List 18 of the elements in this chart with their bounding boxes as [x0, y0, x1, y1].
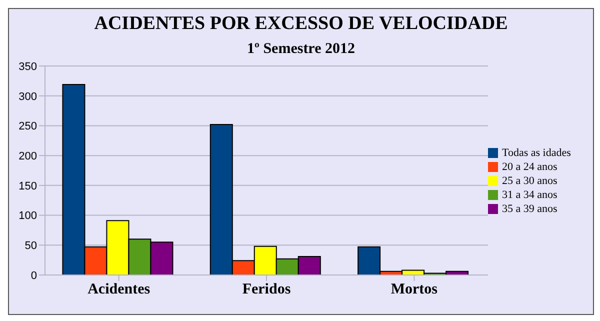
- legend-label: 20 a 24 anos: [502, 160, 558, 172]
- x-tick-label: Acidentes: [88, 282, 150, 298]
- y-tick-label: 200: [18, 150, 37, 162]
- y-tick-label: 0: [30, 270, 37, 282]
- y-tick-label: 300: [18, 90, 37, 103]
- y-tick-label: 250: [18, 120, 37, 133]
- legend-label: Todas as idades: [502, 146, 571, 158]
- y-tick-label: 150: [18, 180, 37, 192]
- chart-title: ACIDENTES POR EXCESSO DE VELOCIDADE: [93, 12, 509, 35]
- y-tick-label: 350: [18, 60, 37, 73]
- legend-label: 35 a 39 anos: [502, 202, 558, 214]
- chart-subtitle: 1º Semestre 2012: [246, 41, 356, 58]
- y-tick-label: 50: [24, 240, 37, 252]
- y-tick-label: 100: [18, 210, 37, 222]
- x-tick-label: Feridos: [242, 282, 291, 298]
- legend-label: 31 a 34 anos: [502, 188, 558, 200]
- x-tick-label: Mortos: [390, 282, 438, 298]
- legend-label: 25 a 30 anos: [502, 174, 558, 186]
